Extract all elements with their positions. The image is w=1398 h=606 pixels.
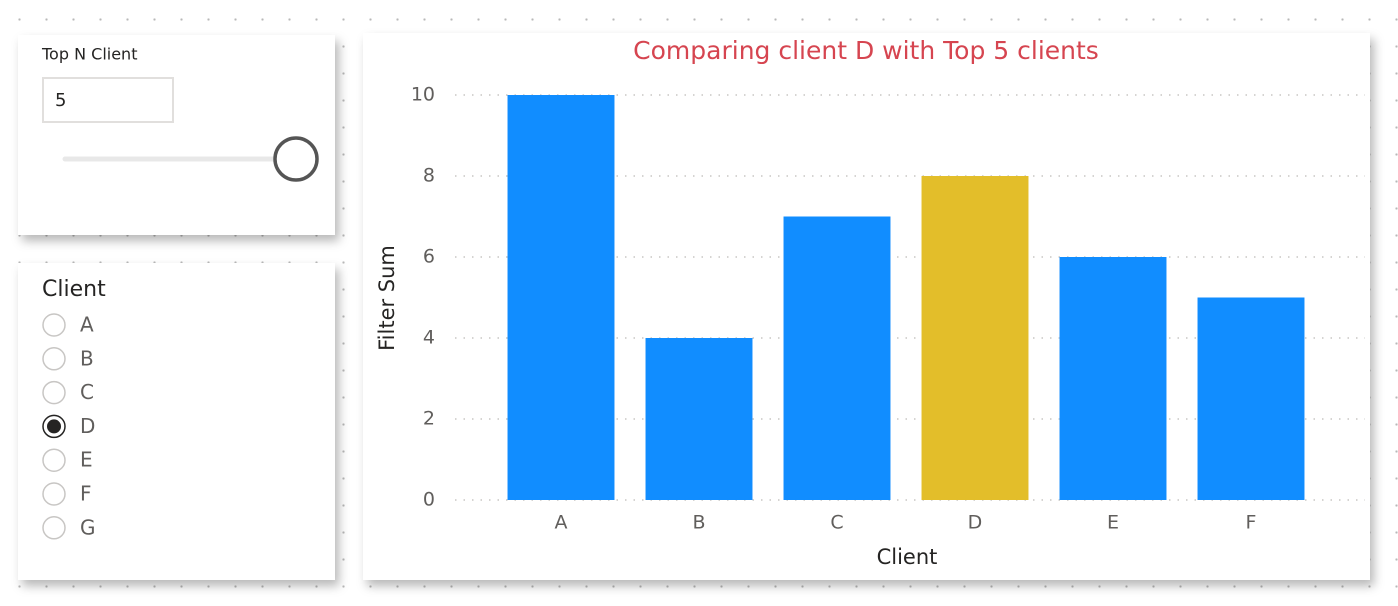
y-tick-label: 4 — [423, 327, 435, 349]
x-tick-label: D — [968, 512, 983, 534]
x-tick-label: C — [830, 512, 843, 534]
x-tick-label: B — [692, 512, 705, 534]
radio-label: G — [80, 515, 96, 539]
y-tick-label: 10 — [411, 84, 435, 106]
radio-button[interactable] — [42, 380, 66, 405]
radio-label: F — [80, 482, 92, 506]
radio-button[interactable] — [42, 313, 66, 337]
y-tick-label: 0 — [423, 489, 435, 511]
bar[interactable] — [783, 216, 891, 501]
radio-label: B — [80, 346, 94, 370]
radio-button[interactable] — [42, 516, 66, 540]
radio-label: A — [80, 313, 94, 337]
topn-value: 5 — [55, 90, 66, 111]
slider-knob[interactable] — [273, 136, 319, 182]
x-tick-label: A — [555, 512, 568, 534]
y-tick-label: 6 — [423, 246, 435, 268]
radio-button[interactable] — [42, 448, 66, 472]
x-tick-label: F — [1246, 512, 1257, 534]
y-tick-label: 8 — [423, 165, 435, 187]
radio-dot — [47, 419, 61, 434]
bar[interactable] — [921, 176, 1029, 500]
radio-label: D — [80, 414, 95, 438]
bar[interactable] — [1197, 297, 1305, 501]
topn-input[interactable] — [42, 77, 174, 123]
radio-label: E — [80, 448, 93, 472]
x-axis-label: Client — [877, 545, 938, 569]
x-tick-label: E — [1107, 512, 1119, 534]
plot-area: 0 2 4 6 8 10 A B C D E F — [411, 84, 1365, 534]
y-axis-label: Filter Sum — [375, 245, 399, 351]
radio-button[interactable] — [42, 482, 66, 506]
chart-title: Comparing client D with Top 5 clients — [633, 36, 1099, 65]
y-tick-label: 2 — [423, 408, 435, 430]
bar[interactable] — [645, 338, 753, 500]
bar[interactable] — [507, 95, 615, 500]
radio-label: C — [80, 380, 94, 404]
topn-panel — [18, 35, 335, 235]
topn-title: Top N Client — [41, 45, 137, 64]
client-title: Client — [42, 277, 106, 302]
radio-button[interactable] — [42, 347, 66, 371]
client-panel — [18, 263, 335, 580]
bar[interactable] — [1059, 257, 1167, 500]
